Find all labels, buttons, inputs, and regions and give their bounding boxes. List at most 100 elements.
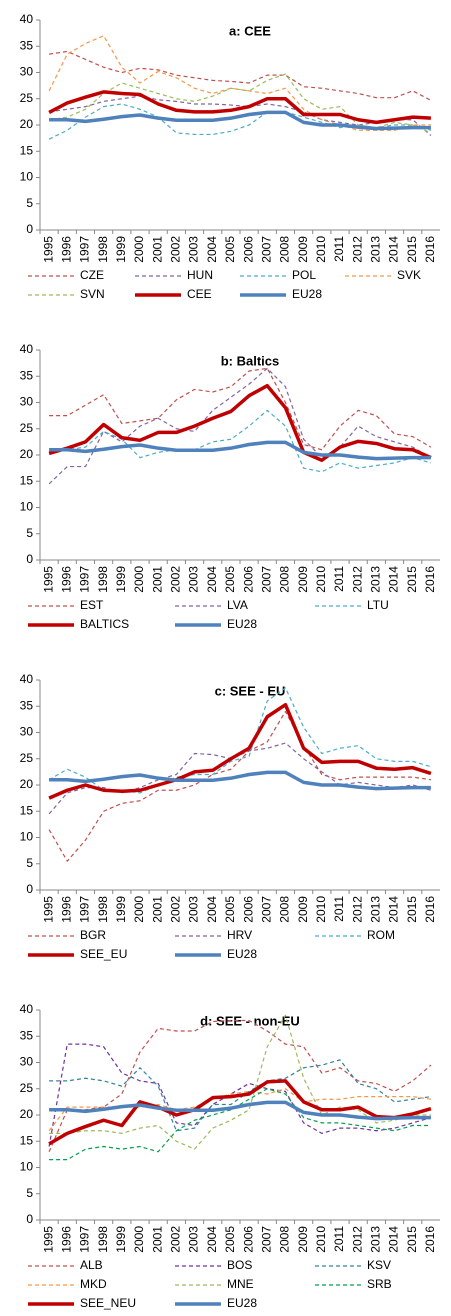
y-tick-label: 20 (20, 447, 34, 461)
x-tick-label: 1995 (41, 236, 55, 263)
y-tick-label: 30 (20, 725, 34, 739)
y-tick-label: 40 (20, 12, 34, 26)
x-tick-label: 1998 (96, 1226, 110, 1253)
legend-label: BGR (80, 928, 106, 942)
y-tick-label: 20 (20, 777, 34, 791)
y-tick-label: 20 (20, 1107, 34, 1121)
legend-label: BOS (227, 1258, 252, 1272)
x-tick-label: 2013 (369, 566, 383, 593)
x-tick-label: 2001 (150, 1226, 164, 1253)
x-tick-label: 2008 (278, 896, 292, 923)
series-line (48, 702, 432, 800)
series-line (49, 95, 432, 136)
x-tick-label: 2011 (332, 566, 346, 592)
x-tick-label: 1996 (59, 236, 73, 263)
x-tick-label: 2005 (223, 1226, 237, 1253)
y-tick-label: 35 (20, 368, 34, 382)
x-tick-label: 2012 (350, 1226, 364, 1253)
x-tick-label: 2004 (205, 236, 219, 263)
x-tick-label: 2014 (387, 236, 401, 263)
y-tick-label: 5 (26, 856, 33, 870)
series-line (49, 1014, 431, 1150)
series-line (49, 50, 432, 101)
series-line (49, 367, 432, 451)
x-tick-label: 1997 (78, 1226, 92, 1253)
x-tick-label: 1997 (78, 566, 92, 593)
x-tick-label: 1995 (41, 896, 55, 923)
legend-label: SVN (80, 287, 105, 301)
x-tick-label: 2010 (314, 896, 328, 923)
series-line (48, 90, 432, 125)
series-line (48, 35, 431, 131)
y-tick-label: 0 (26, 552, 33, 566)
x-tick-label: 1998 (96, 566, 110, 593)
x-tick-label: 2008 (278, 1226, 292, 1253)
legend-label: EU28 (292, 287, 322, 301)
x-tick-label: 2009 (296, 566, 310, 593)
series-line (48, 742, 432, 815)
x-tick-label: 2015 (405, 236, 419, 263)
y-tick-label: 40 (20, 672, 34, 686)
legend-label: MKD (80, 1277, 107, 1291)
x-tick-label: 2014 (387, 566, 401, 593)
x-tick-label: 2005 (223, 236, 237, 263)
x-tick-label: 2003 (187, 566, 201, 593)
y-tick-label: 0 (26, 222, 33, 236)
x-tick-label: 2006 (241, 1226, 255, 1253)
y-tick-label: 15 (20, 143, 34, 157)
x-tick-label: 2002 (169, 236, 183, 263)
series-line (49, 110, 431, 131)
series-line (48, 1088, 431, 1132)
x-tick-label: 2005 (223, 896, 237, 923)
x-tick-label: 2007 (259, 566, 273, 593)
x-tick-label: 2008 (278, 236, 292, 263)
x-tick-label: 2006 (241, 566, 255, 593)
y-tick-label: 10 (20, 1160, 34, 1174)
legend-label: LTU (367, 598, 389, 612)
x-tick-label: 2003 (187, 236, 201, 263)
legend-label: SVK (397, 268, 421, 282)
series-line (48, 1079, 432, 1146)
legend-label: LVA (227, 598, 248, 612)
x-tick-label: 1999 (114, 896, 128, 923)
legend-label: EU28 (227, 617, 257, 631)
x-tick-label: 2016 (423, 236, 437, 263)
x-tick-label: 2016 (423, 566, 437, 593)
x-tick-label: 2016 (423, 1226, 437, 1253)
x-tick-label: 2002 (169, 896, 183, 923)
y-tick-label: 30 (20, 395, 34, 409)
x-tick-label: 1996 (59, 566, 73, 593)
x-tick-label: 2005 (223, 566, 237, 593)
x-tick-label: 1999 (114, 236, 128, 263)
legend-label: ROM (367, 928, 395, 942)
x-tick-label: 2002 (169, 1226, 183, 1253)
series-line (49, 770, 431, 791)
x-tick-label: 1996 (59, 896, 73, 923)
y-tick-label: 25 (20, 421, 34, 435)
x-tick-label: 2000 (132, 566, 146, 593)
y-tick-label: 5 (26, 1186, 33, 1200)
x-tick-label: 2011 (332, 236, 346, 262)
legend-label: CEE (187, 287, 212, 301)
x-tick-label: 2008 (278, 566, 292, 593)
y-tick-label: 0 (26, 1212, 33, 1226)
legend-label: EU28 (227, 947, 257, 961)
x-tick-label: 1998 (96, 236, 110, 263)
x-tick-label: 2014 (387, 896, 401, 923)
x-tick-label: 2003 (187, 1226, 201, 1253)
x-tick-label: 2007 (259, 236, 273, 263)
series-line (48, 367, 432, 485)
legend-label: EST (80, 598, 104, 612)
x-tick-label: 1995 (41, 566, 55, 593)
x-tick-label: 1995 (41, 1226, 55, 1253)
y-tick-label: 25 (20, 91, 34, 105)
x-tick-label: 2001 (150, 566, 164, 593)
x-tick-label: 2014 (387, 1226, 401, 1253)
x-tick-label: 2000 (132, 896, 146, 923)
x-tick-label: 2012 (350, 896, 364, 923)
series-line (48, 1043, 432, 1147)
x-tick-label: 2011 (332, 1226, 346, 1252)
series-line (49, 1100, 431, 1121)
x-tick-label: 2015 (405, 566, 419, 593)
